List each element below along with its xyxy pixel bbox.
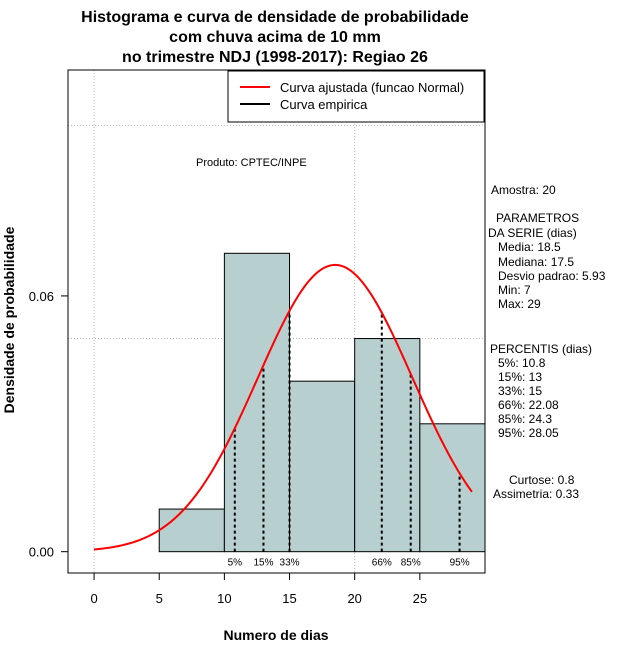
y-tick-label: 0.00 [29,545,54,560]
chart-title-line-2: com chuva acima de 10 mm [169,29,381,46]
histogram-bar [289,380,356,553]
legend-label-empirical: Curva empirica [280,97,368,112]
stat-desvio: Desvio padrao: 5.93 [498,269,606,283]
source-note: Produto: CPTEC/INPE [196,157,307,169]
histogram-bar [419,423,486,553]
normal-fit-curve [93,263,473,551]
stat-percentis-title: PERCENTIS (dias) [490,342,592,356]
stat-param-title-2: DA SERIE (dias) [488,226,577,240]
x-tick-label: 10 [217,591,231,606]
percentile-label: 95% [450,558,470,569]
stat-curtose: Curtose: 0.8 [509,473,575,487]
axes: 0 5 10 15 20 25 0.00 0.06 [29,289,427,606]
percentile-label: 15% [253,558,273,569]
percentile-label: 33% [280,558,300,569]
stats-panel: Amostra: 20 PARAMETROS DA SERIE (dias) M… [488,183,606,501]
histogram-bar [354,338,421,553]
stat-mediana: Mediana: 17.5 [498,255,574,269]
stat-media: Media: 18.5 [498,240,561,254]
stat-min: Min: 7 [498,283,531,297]
normal-curve-layer [93,263,473,551]
y-tick-label: 0.06 [29,289,54,304]
stat-max: Max: 29 [498,297,541,311]
stat-p95: 95%: 28.05 [498,426,559,440]
grid-lines [68,70,485,573]
x-tick-label: 25 [413,591,427,606]
percentile-label: 85% [401,558,421,569]
legend-box [227,70,485,123]
histogram-bar [158,508,225,553]
legend-label-fitted: Curva ajustada (funcao Normal) [280,80,464,95]
chart-title-line-3: no trimestre NDJ (1998-2017): Regiao 26 [122,49,428,66]
stat-param-title-1: PARAMETROS [496,211,579,225]
legend: Curva ajustada (funcao Normal) Curva emp… [227,70,485,123]
x-tick-label: 0 [90,591,97,606]
stat-p5: 5%: 10.8 [498,356,546,370]
stat-p85: 85%: 24.3 [498,412,552,426]
stat-assimetria: Assimetria: 0.33 [493,487,579,501]
percentile-label: 66% [372,558,392,569]
y-axis-label: Densidade de probabilidade [1,226,17,413]
stat-amostra: Amostra: 20 [491,183,556,197]
x-tick-label: 15 [282,591,296,606]
histogram-bars [158,252,486,553]
chart-title-line-1: Histograma e curva de densidade de proba… [81,9,469,26]
stat-p66: 66%: 22.08 [498,398,559,412]
x-tick-label: 5 [156,591,163,606]
percentile-lines: 5% 15% 33% 66% 85% 95% [228,310,470,569]
percentile-label: 5% [228,558,243,569]
x-axis-label: Numero de dias [223,627,328,643]
stat-p15: 15%: 13 [498,370,542,384]
plot-frame [67,69,486,574]
stat-p33: 33%: 15 [498,384,542,398]
x-tick-label: 20 [347,591,361,606]
